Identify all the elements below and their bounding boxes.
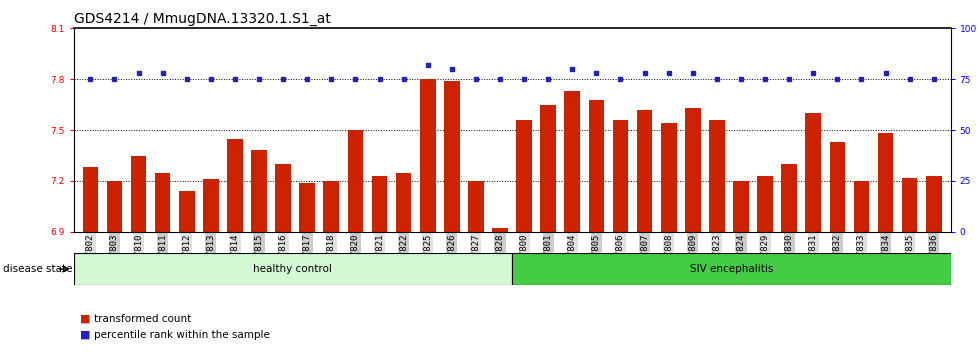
Bar	[854, 181, 869, 232]
Bar	[348, 130, 364, 232]
Bar	[829, 142, 845, 232]
Bar	[468, 181, 484, 232]
Bar	[275, 164, 291, 232]
Bar	[492, 228, 508, 232]
Bar	[74, 253, 512, 285]
Bar	[419, 79, 435, 232]
Text: transformed count: transformed count	[94, 314, 191, 324]
Bar	[637, 110, 653, 232]
Text: disease state: disease state	[3, 264, 73, 274]
Bar	[781, 164, 797, 232]
Bar	[396, 172, 412, 232]
Bar	[926, 176, 942, 232]
Bar	[179, 191, 195, 232]
Bar	[82, 167, 98, 232]
Bar	[612, 120, 628, 232]
Bar	[589, 99, 605, 232]
Bar	[733, 181, 749, 232]
Text: SIV encephalitis: SIV encephalitis	[690, 264, 773, 274]
Bar	[444, 81, 460, 232]
Bar	[251, 150, 267, 232]
Bar	[371, 176, 387, 232]
Bar	[540, 105, 556, 232]
Text: ■: ■	[80, 314, 91, 324]
Bar	[902, 178, 917, 232]
Bar	[512, 253, 951, 285]
Bar	[130, 155, 146, 232]
Text: ■: ■	[80, 330, 91, 339]
Bar	[323, 181, 339, 232]
Bar	[107, 181, 122, 232]
Bar	[227, 138, 243, 232]
Bar	[806, 113, 821, 232]
Bar	[661, 123, 676, 232]
Text: GDS4214 / MmugDNA.13320.1.S1_at: GDS4214 / MmugDNA.13320.1.S1_at	[74, 12, 330, 26]
Bar	[300, 183, 315, 232]
Bar	[155, 172, 171, 232]
Text: percentile rank within the sample: percentile rank within the sample	[94, 330, 270, 339]
Text: healthy control: healthy control	[254, 264, 332, 274]
Bar	[710, 120, 724, 232]
Bar	[758, 176, 773, 232]
Bar	[516, 120, 532, 232]
Bar	[878, 133, 894, 232]
Bar	[564, 91, 580, 232]
Bar	[203, 179, 219, 232]
Bar	[685, 108, 701, 232]
